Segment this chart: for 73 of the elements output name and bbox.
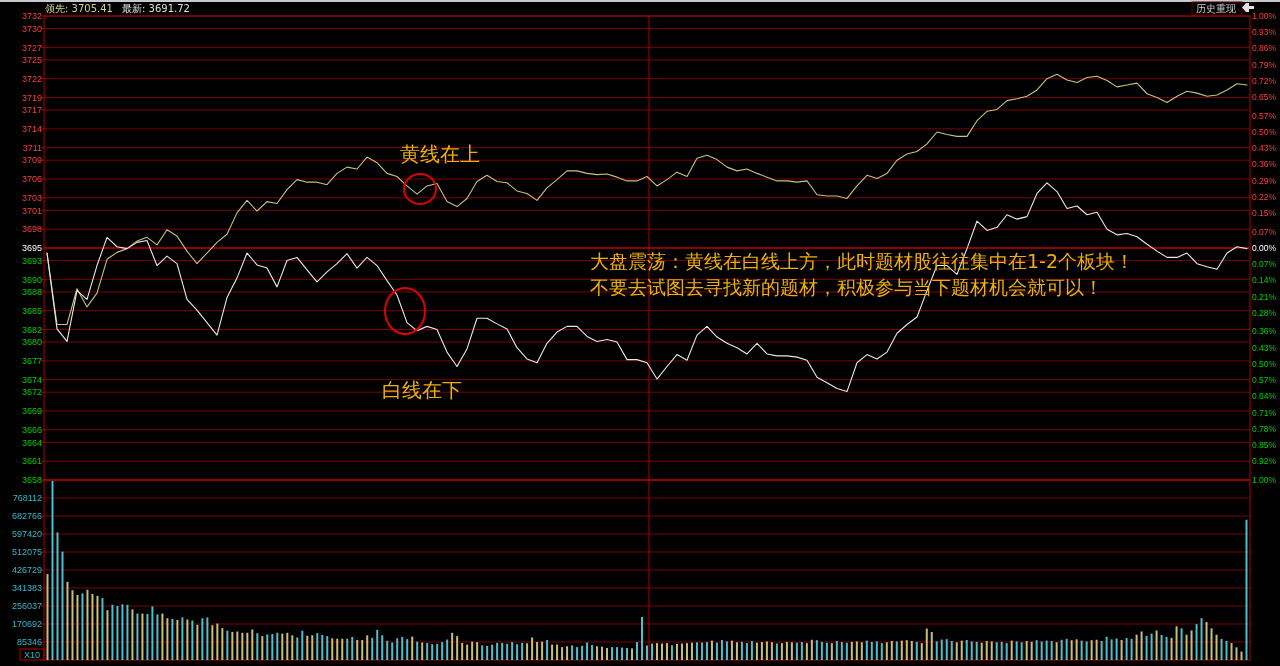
annotation: 白线在下 [382,378,462,402]
y-tick-label: 3685 [21,305,42,316]
y-tick-label: 3661 [21,456,42,467]
y-axis-title: X10 [23,650,41,660]
y2-tick-label: 0.43% [1252,342,1277,353]
y-tick-label: 768112 [12,493,42,504]
y2-tick-label: 0.07% [1252,259,1277,270]
y-tick-label: 3672 [21,387,42,398]
y-tick-label: 3693 [21,255,42,266]
y-tick-label: 3666 [21,424,42,435]
y-tick-label: 341383 [11,583,42,594]
text: 最新: 3691.72 [122,3,190,14]
y-tick-label: 3682 [21,324,42,335]
y2-tick-label: 0.15% [1252,208,1277,219]
text: 领先: 3705.41 [45,3,113,14]
y-tick-label: 85346 [16,637,42,648]
y-tick-label: 682766 [11,511,42,522]
y2-tick-label: 1.00% [1252,474,1277,485]
y2-tick-label: 0.00% [1252,242,1277,253]
y2-tick-label: 0.07% [1252,226,1277,237]
y-tick-label: 3725 [21,55,42,66]
y-tick-label: 3727 [21,42,42,53]
y-tick-label: 3677 [21,356,42,367]
y-tick-label: 597420 [11,529,42,540]
y2-tick-label: 0.36% [1252,326,1277,337]
y-tick-label: 3690 [21,274,42,285]
y2-tick-label: 0.65% [1252,92,1277,103]
y2-tick-label: 0.64% [1252,391,1277,402]
y-tick-label: 3688 [21,287,42,298]
y-tick-label: 3664 [21,437,42,448]
y2-tick-label: 0.93% [1252,27,1277,38]
y2-tick-label: 0.86% [1252,43,1277,54]
y2-tick-label: 0.22% [1252,191,1277,202]
y-tick-label: 3717 [21,105,42,116]
y2-tick-label: 0.71% [1252,407,1277,418]
y2-tick-label: 0.78% [1252,423,1277,434]
y-tick-label: 3730 [21,23,42,34]
y-tick-label: 3719 [21,92,42,103]
y2-tick-label: 0.50% [1252,358,1277,369]
y2-tick-label: 0.72% [1252,75,1277,86]
y2-tick-label: 0.29% [1252,175,1277,186]
y-tick-label: 3695 [21,243,42,254]
y2-tick-label: 0.85% [1252,440,1277,451]
y-tick-label: 3732 [21,11,42,22]
y-tick-label: 3706 [21,174,42,185]
y-tick-label: 3701 [21,205,42,216]
y2-tick-label: 1.00% [1252,10,1277,21]
y-tick-label: 3669 [21,406,42,417]
y-tick-label: 3703 [21,192,42,203]
y-tick-label: 256037 [11,601,42,612]
y-tick-label: 3698 [21,224,42,235]
y2-tick-label: 0.92% [1252,456,1277,467]
y-tick-label: 3722 [21,73,42,84]
annotation: 黄线在上 [400,142,480,166]
y-tick-label: 3709 [21,155,42,166]
y-tick-label: 3714 [21,124,42,135]
y-tick-label: 3658 [21,475,42,486]
y-tick-label: 3674 [21,374,42,385]
y-tick-label: 3680 [21,337,42,348]
text: 历史重现 [1196,3,1236,14]
y2-tick-label: 0.28% [1252,307,1277,318]
y-tick-label: 512075 [11,547,42,558]
y-tick-label: 3711 [22,142,42,153]
y2-tick-label: 0.79% [1252,59,1277,70]
y2-tick-label: 0.43% [1252,143,1277,154]
y2-tick-label: 0.57% [1252,375,1277,386]
y2-tick-label: 0.57% [1252,110,1277,121]
y2-tick-label: 0.50% [1252,126,1277,137]
y-tick-label: 170692 [11,619,42,630]
y2-tick-label: 0.14% [1252,275,1277,286]
y2-tick-label: 0.36% [1252,159,1277,170]
y-tick-label: 426729 [11,565,42,576]
y2-tick-label: 0.21% [1252,291,1277,302]
